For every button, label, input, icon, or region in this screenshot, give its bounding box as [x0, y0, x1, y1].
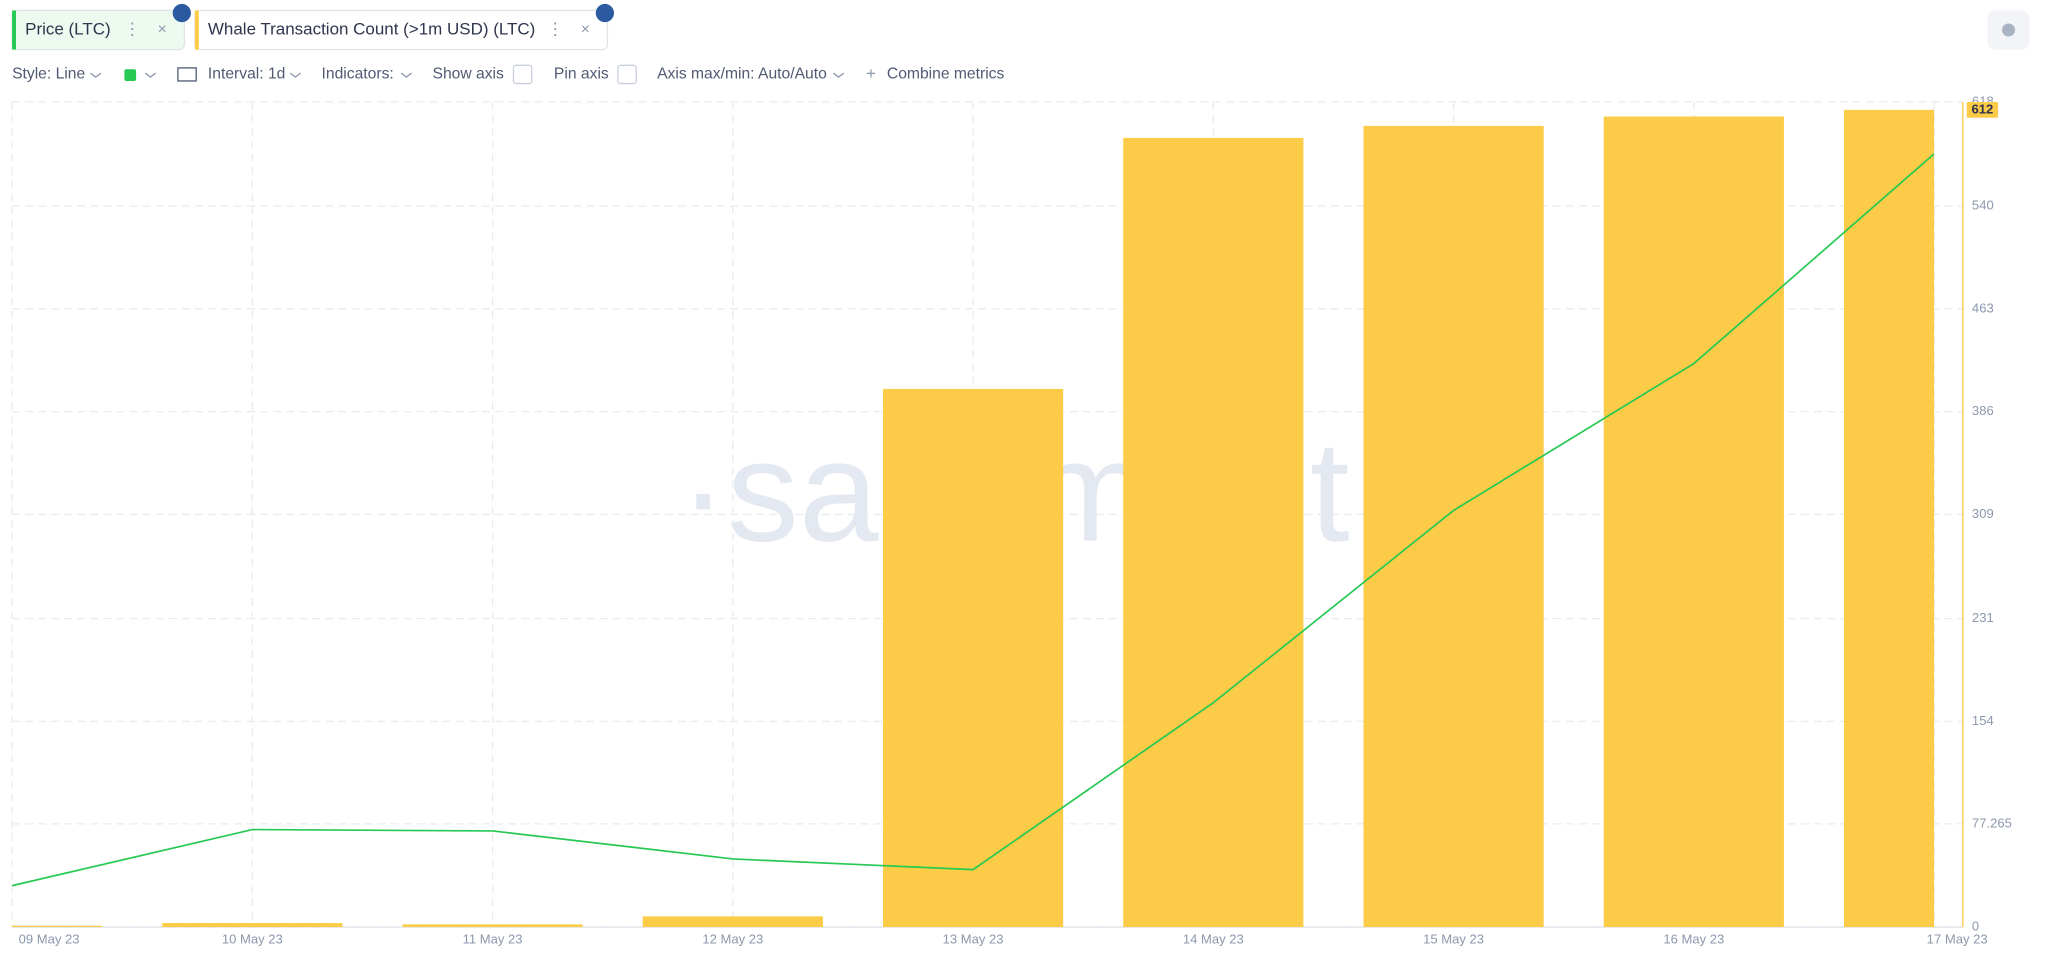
toolbar-item[interactable]: Axis max/min: Auto/Auto	[657, 66, 827, 83]
tab-close[interactable]: ×	[158, 21, 167, 38]
chevron	[90, 72, 102, 78]
settings-dot	[2001, 23, 2016, 37]
toolbar-item[interactable]: Show axis	[433, 66, 505, 83]
y-tick-label: 309	[1972, 506, 1994, 521]
tab-menu[interactable]: ⋮	[124, 20, 141, 39]
bar	[402, 924, 583, 928]
y-tick-label: 231	[1972, 610, 1994, 625]
x-tick-label: 14 May 23	[1183, 932, 1244, 947]
x-tick-label: 11 May 23	[463, 932, 523, 947]
last-value-badge	[1966, 102, 1999, 118]
x-tick-label: 13 May 23	[943, 932, 1004, 947]
x-tick-label: 12 May 23	[702, 932, 763, 947]
color-picker[interactable]	[124, 69, 137, 81]
x-tick-label: 09 May 23	[19, 932, 80, 947]
bar	[1843, 109, 1935, 928]
x-tick-label: 15 May 23	[1423, 932, 1484, 947]
y-tick-label: 540	[1972, 197, 1994, 212]
checkbox[interactable]	[512, 64, 533, 85]
ltc-icon	[595, 3, 615, 23]
checkbox[interactable]	[617, 64, 637, 85]
bar	[1603, 116, 1784, 928]
price-line	[12, 153, 1935, 887]
bar	[642, 916, 823, 928]
toolbar-item[interactable]: Pin axis	[554, 66, 609, 83]
tab-color	[12, 10, 16, 50]
bar	[12, 925, 103, 928]
bar	[1123, 137, 1304, 928]
chevron	[832, 72, 845, 78]
interval-icon	[177, 67, 197, 82]
last-value-label: 612	[1971, 101, 1993, 116]
toolbar-item[interactable]: Interval: 1d	[208, 66, 285, 83]
tab-close[interactable]: ×	[581, 21, 590, 38]
y-tick-label: 463	[1972, 300, 1994, 315]
bar	[1363, 125, 1544, 928]
legend-label: Price (LTC)	[25, 20, 110, 39]
legend-label: Whale Transaction Count (>1m USD) (LTC)	[208, 20, 535, 39]
bar	[162, 923, 343, 928]
x-tick-label: 17 May 23	[1927, 932, 1988, 947]
chevron	[289, 72, 302, 78]
chevron	[400, 72, 413, 78]
chevron	[144, 72, 157, 78]
tab-color	[194, 10, 199, 50]
plus-icon: +	[866, 64, 876, 83]
ltc-icon	[172, 3, 191, 23]
y-tick-label: 77.265	[1972, 815, 2012, 830]
y-tick-label: 154	[1972, 713, 1994, 728]
bar	[882, 388, 1064, 928]
toolbar-item[interactable]: Indicators:	[322, 66, 394, 83]
x-tick-label: 16 May 23	[1663, 932, 1724, 947]
plot-area	[12, 109, 1935, 928]
y-tick-label: 0	[1972, 919, 1979, 934]
y-tick-label: 386	[1972, 403, 1994, 418]
x-tick-label: 10 May 23	[222, 932, 283, 947]
toolbar-item[interactable]: Style: Line	[12, 66, 85, 83]
toolbar-item[interactable]: Combine metrics	[887, 66, 1005, 83]
tab-menu[interactable]: ⋮	[547, 20, 564, 39]
